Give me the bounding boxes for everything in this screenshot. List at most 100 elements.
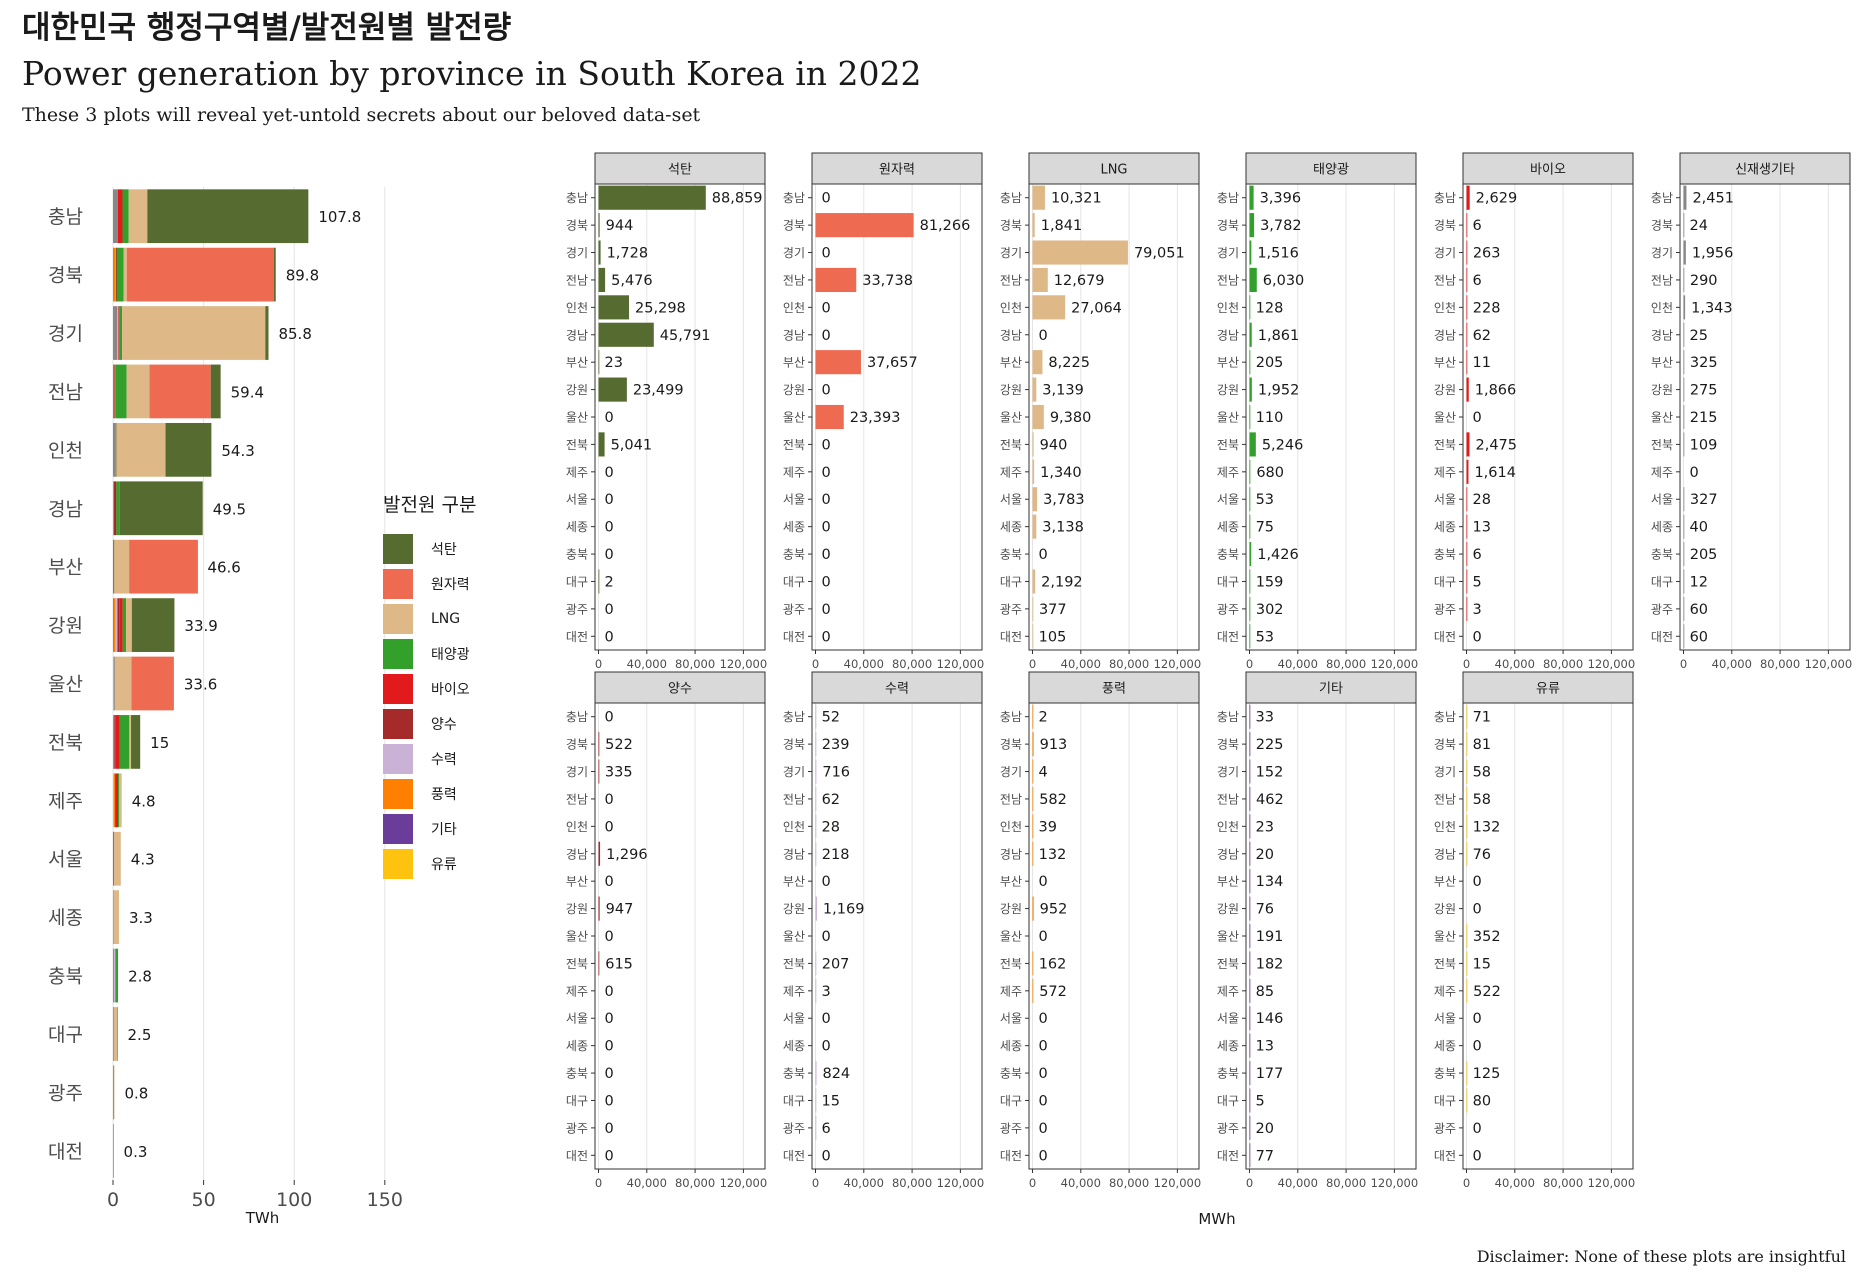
facet-bar-value: 125 — [1473, 1066, 1501, 1082]
facet-bar-value: 1,728 — [607, 246, 649, 262]
facet-bar-value: 8,225 — [1048, 355, 1090, 371]
y-tick-label: 충남 — [566, 191, 588, 205]
facet-bar-value: 716 — [822, 765, 850, 781]
facet-bar-value: 940 — [1040, 437, 1068, 453]
y-tick-label: 광주 — [1000, 602, 1022, 616]
facet-bar-value: 952 — [1040, 902, 1068, 918]
x-tick-label: 120,000 — [720, 657, 768, 671]
bar-segment — [115, 948, 119, 1003]
legend-label: 원자력 — [431, 576, 470, 593]
y-tick-label: 전남 — [1651, 273, 1673, 287]
facet-bar-value: 302 — [1256, 602, 1284, 618]
facet-bar-value: 182 — [1256, 956, 1284, 972]
facet-bar — [815, 1115, 817, 1140]
y-tick-label: 전남 — [48, 381, 83, 403]
bar-segment — [147, 189, 309, 244]
bar-segment — [149, 364, 211, 419]
legend-item: 태양광 — [383, 636, 476, 671]
x-tick-label: 80,000 — [675, 657, 715, 671]
x-tick-label: 120,000 — [1588, 657, 1636, 671]
facet-strip-label: 양수 — [668, 682, 692, 697]
y-tick-label: 경기 — [1217, 765, 1239, 779]
y-tick-label: 경기 — [48, 323, 83, 345]
facet-bar — [1683, 596, 1685, 621]
y-tick-label: 서울 — [783, 1012, 805, 1026]
bar-total-label: 4.3 — [131, 851, 155, 869]
legend-item: 수력 — [383, 741, 476, 776]
facet-bar — [1466, 814, 1468, 839]
x-tick-label: 120,000 — [1805, 657, 1853, 671]
x-tick-label: 40,000 — [1712, 657, 1752, 671]
facet-bar-value: 11 — [1473, 355, 1491, 371]
facet-panel: 원자력 0 40,000 80,000 120,000 0 충남 81,266 경북 0 경기 33,… — [783, 152, 984, 671]
facet-bar — [1683, 267, 1685, 293]
bar-segment — [113, 539, 114, 594]
facet-bar-value: 62 — [822, 792, 840, 808]
facet-bar-value: 0 — [605, 929, 614, 945]
facet-bar — [1249, 704, 1251, 729]
y-tick-label: 부산 — [1000, 875, 1022, 889]
y-tick-label: 제주 — [1434, 984, 1456, 998]
y-tick-label: 경기 — [783, 765, 805, 779]
facet-bar — [1249, 267, 1257, 293]
y-tick-label: 울산 — [566, 930, 588, 944]
y-tick-label: 전북 — [566, 957, 588, 971]
facet-bar-value: 37,657 — [867, 355, 918, 371]
facet-bar — [598, 732, 600, 757]
facet-bar-value: 522 — [1473, 984, 1501, 1000]
y-tick-label: 경남 — [1217, 328, 1239, 342]
facet-bar-value: 62 — [1473, 328, 1491, 344]
facet-bar-value: 2,451 — [1692, 191, 1734, 207]
bar-total-label: 15 — [150, 734, 169, 752]
facet-bar-value: 23,393 — [850, 410, 901, 426]
legend-key — [383, 778, 413, 809]
facet-bar — [1032, 213, 1035, 238]
facet-bar-value: 1,169 — [823, 902, 865, 918]
y-tick-label: 서울 — [1217, 1012, 1239, 1026]
facet-bar — [1683, 514, 1685, 539]
legend-key — [383, 743, 413, 774]
facet-bar-value: 1,340 — [1040, 465, 1082, 481]
bar-segment — [131, 598, 175, 652]
facet-strip — [594, 152, 766, 185]
facet-bar-value: 132 — [1039, 847, 1067, 863]
facet-bar — [815, 759, 817, 784]
facet-border — [811, 702, 983, 1170]
facet-bar — [1683, 569, 1685, 594]
bar-total-label: 2.5 — [128, 1026, 152, 1044]
bar-segment — [119, 715, 130, 769]
facet-bar-value: 0 — [822, 574, 831, 590]
legend-key — [383, 848, 413, 879]
bar-segment — [131, 715, 141, 769]
facet-bar-value: 10,321 — [1051, 191, 1102, 207]
facet-bar-value: 85 — [1256, 984, 1274, 1000]
facet-bar-value: 0 — [605, 410, 614, 426]
y-tick-label: 대전 — [566, 1149, 588, 1163]
facet-bar — [1249, 377, 1252, 402]
facet-bar — [815, 841, 817, 866]
legend-key — [383, 638, 413, 669]
y-tick-label: 충남 — [1217, 710, 1239, 724]
facet-bar — [1032, 732, 1034, 757]
facet-bar — [1249, 978, 1251, 1003]
bar-segment — [113, 831, 114, 886]
facet-bar — [1032, 896, 1034, 921]
y-tick-label: 충남 — [1434, 710, 1456, 724]
facet-strip-label: 유류 — [1536, 682, 1560, 697]
y-tick-label: 울산 — [1217, 411, 1239, 425]
facet-bar-value: 0 — [1473, 902, 1482, 918]
facet-bar — [1249, 569, 1251, 594]
y-tick-label: 경기 — [1651, 246, 1673, 260]
legend-label: 기타 — [431, 821, 457, 838]
x-tick-label: 0 — [1463, 1176, 1470, 1190]
bar-segment — [119, 773, 122, 828]
facet-bar — [1249, 923, 1251, 949]
facet-bar-value: 0 — [822, 1011, 831, 1027]
facet-bar — [1466, 350, 1468, 375]
facet-bar-value: 110 — [1256, 410, 1284, 426]
y-tick-label: 제주 — [566, 984, 588, 998]
facet-bar-value: 947 — [606, 902, 634, 918]
facet-bar-value: 53 — [1256, 492, 1274, 508]
y-tick-label: 경남 — [783, 328, 805, 342]
x-tick-label: 80,000 — [1109, 657, 1149, 671]
